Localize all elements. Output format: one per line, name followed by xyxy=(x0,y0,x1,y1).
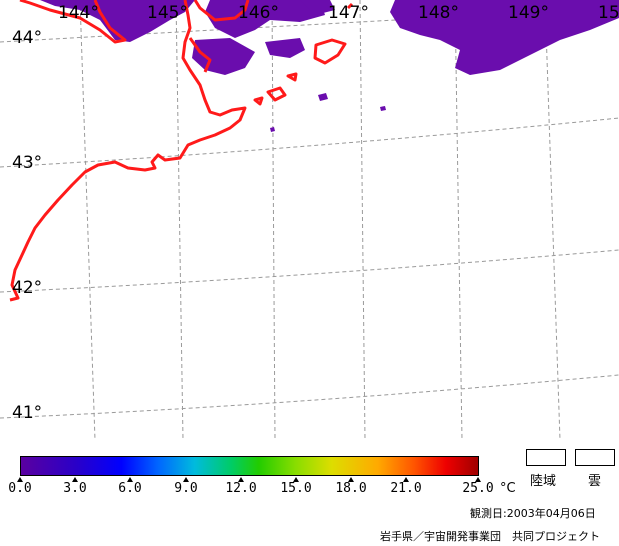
tick-label: 25.0 xyxy=(462,481,494,496)
tick-label: 15.0 xyxy=(280,481,312,496)
lon-label-144: 144° xyxy=(58,3,99,23)
lat-label-41: 41° xyxy=(12,403,42,423)
lon-label-149: 149° xyxy=(508,3,549,23)
lat-label-43: 43° xyxy=(12,153,42,173)
cloud-legend-label: 雲 xyxy=(588,474,602,489)
lon-label-147: 147° xyxy=(328,3,369,23)
temperature-colorbar xyxy=(20,456,479,476)
lon-label-150: 15 xyxy=(598,3,619,23)
land-legend-label: 陸域 xyxy=(530,474,557,489)
cloud-mask xyxy=(40,0,619,132)
tick-mark xyxy=(475,477,481,482)
tick-label: 12.0 xyxy=(225,481,257,496)
tick-label: 3.0 xyxy=(63,481,87,496)
tick-label: 6.0 xyxy=(118,481,142,496)
tick-mark xyxy=(348,477,354,482)
coastline xyxy=(9,0,354,302)
tick-mark xyxy=(183,477,189,482)
tick-label: 9.0 xyxy=(174,481,198,496)
latitude-labels: 44° 43° 42° 41° xyxy=(12,28,42,423)
lon-label-148: 148° xyxy=(418,3,459,23)
sst-map: 144° 145° 146° 147° 148° 149° 15 44° 43°… xyxy=(0,0,619,440)
tick-label: 18.0 xyxy=(335,481,367,496)
tick-mark xyxy=(293,477,299,482)
longitude-labels: 144° 145° 146° 147° 148° 149° 15 xyxy=(58,3,619,23)
tick-mark xyxy=(127,477,133,482)
tick-mark xyxy=(72,477,78,482)
observation-date: 観測日:2003年04月06日 xyxy=(470,507,596,520)
lat-label-42: 42° xyxy=(12,278,42,298)
lon-label-146: 146° xyxy=(238,3,279,23)
tick-mark xyxy=(238,477,244,482)
land-legend-swatch xyxy=(526,449,566,466)
tick-mark xyxy=(17,477,23,482)
lon-label-145: 145° xyxy=(147,3,188,23)
cloud-legend-swatch xyxy=(575,449,615,466)
graticule xyxy=(0,0,619,440)
lat-label-44: 44° xyxy=(12,28,42,48)
tick-mark xyxy=(403,477,409,482)
unit-label: °C xyxy=(500,481,516,496)
tick-label: 21.0 xyxy=(390,481,422,496)
credit-text: 岩手県／宇宙開発事業団 共同プロジェクト xyxy=(380,530,600,543)
tick-label: 0.0 xyxy=(8,481,32,496)
